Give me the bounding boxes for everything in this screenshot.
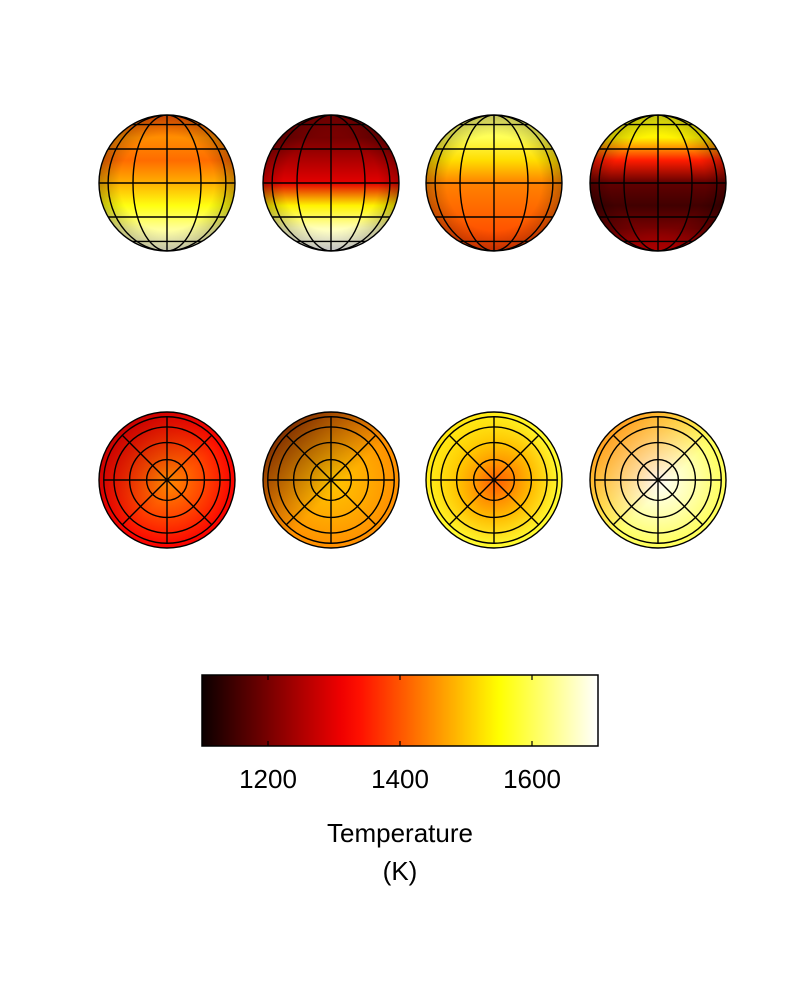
polar-globe <box>98 411 236 549</box>
colorbar-gradient <box>201 674 599 747</box>
globe-gridlines <box>590 115 726 251</box>
globe-outline <box>262 411 400 549</box>
equatorial-globe <box>262 114 400 252</box>
globe-outline <box>589 114 727 252</box>
globe-gridlines <box>430 416 558 544</box>
colorbar-tick-label: 1200 <box>239 764 297 794</box>
globe-outline <box>425 114 563 252</box>
colorbar: 1200 1400 1600 Temperature (K) <box>201 674 599 886</box>
globe-outline <box>98 114 236 252</box>
polar-globe <box>262 411 400 549</box>
equatorial-globe <box>98 114 236 252</box>
globe-gridlines <box>103 416 231 544</box>
colorbar-tick-label: 1400 <box>371 764 429 794</box>
globe-gridlines <box>267 416 395 544</box>
colorbar-tick-label: 1600 <box>503 764 561 794</box>
colorbar-label-line2: (K) <box>383 856 418 886</box>
globe-grid <box>98 114 727 549</box>
colorbar-ticks: 1200 1400 1600 <box>239 675 561 794</box>
globe-outline <box>589 411 727 549</box>
polar-globe <box>425 411 563 549</box>
polar-globe <box>589 411 727 549</box>
equatorial-globe <box>589 114 727 252</box>
globe-outline <box>425 411 563 549</box>
globe-gridlines <box>594 416 722 544</box>
equatorial-globe <box>425 114 563 252</box>
globe-outline <box>262 114 400 252</box>
globe-outline <box>98 411 236 549</box>
colorbar-label-line1: Temperature <box>327 818 473 848</box>
